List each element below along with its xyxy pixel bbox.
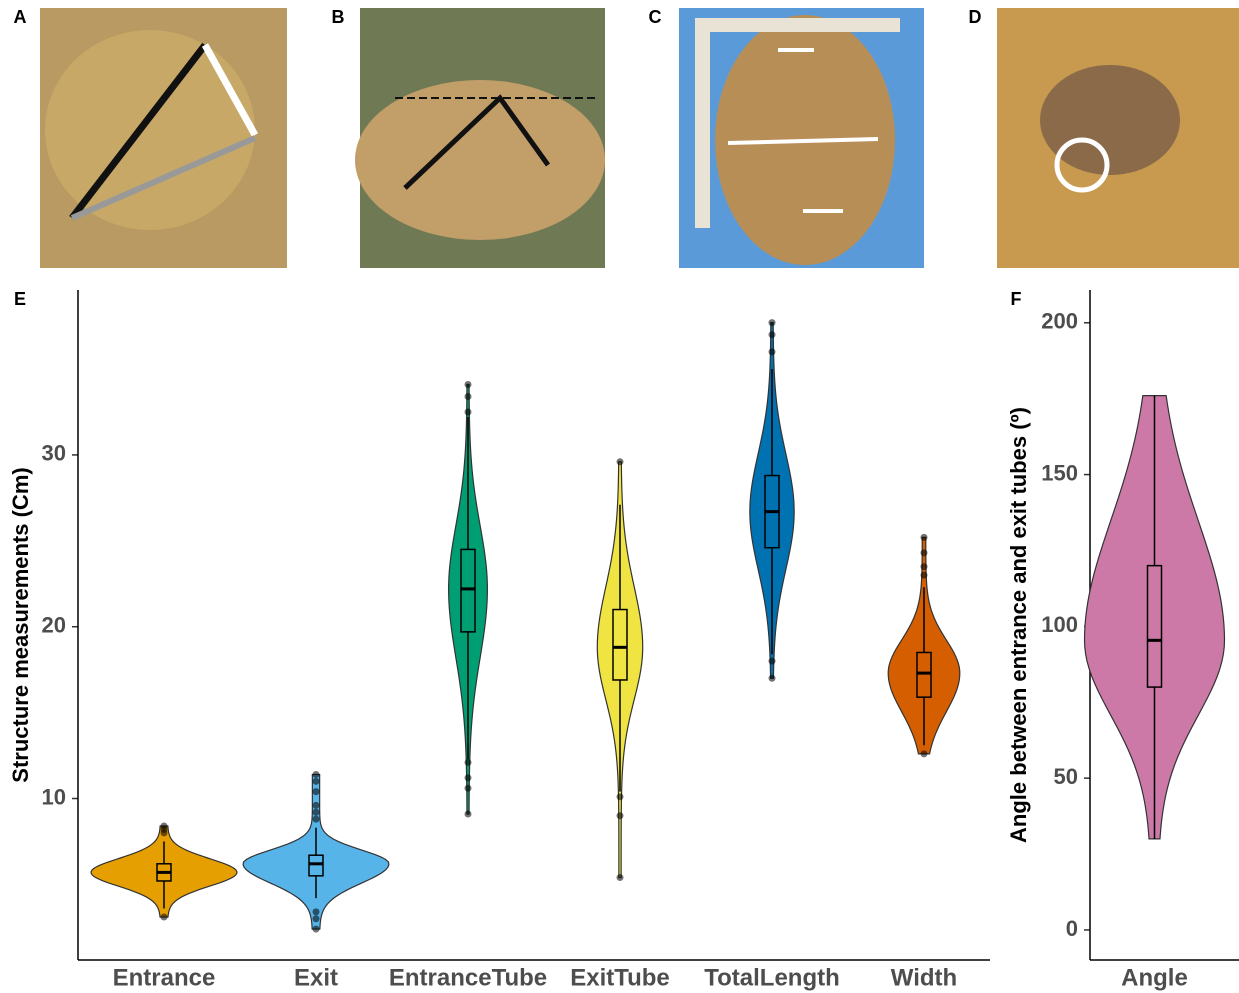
outlier <box>161 914 168 921</box>
x-tick-label: ExitTube <box>570 964 670 991</box>
y-tick-label: 10 <box>42 784 66 809</box>
outlier <box>313 778 320 785</box>
y-tick-label: 100 <box>1041 612 1078 637</box>
outlier <box>769 675 776 682</box>
outlier <box>313 802 320 809</box>
y-tick-label: 20 <box>42 613 66 638</box>
y-tick-label: 30 <box>42 441 66 466</box>
outlier <box>921 534 928 541</box>
outlier <box>921 572 928 579</box>
outlier <box>465 785 472 792</box>
photo-a <box>40 8 287 268</box>
photo-d <box>997 8 1239 268</box>
y-tick-label: 150 <box>1041 460 1078 485</box>
outlier <box>313 908 320 915</box>
outlier <box>161 823 168 830</box>
outlier <box>617 812 624 819</box>
panel-label: D <box>969 7 982 27</box>
outlier <box>769 658 776 665</box>
outlier <box>617 458 624 465</box>
x-tick-label: EntranceTube <box>389 964 547 991</box>
y-tick-label: 50 <box>1054 764 1078 789</box>
outlier <box>465 774 472 781</box>
y-tick-label: 200 <box>1041 309 1078 334</box>
x-tick-label: Width <box>891 964 957 991</box>
panel-label: E <box>14 289 26 309</box>
outlier <box>313 788 320 795</box>
outlier <box>313 915 320 922</box>
outlier <box>921 750 928 757</box>
y-axis-title: Angle between entrance and exit tubes (º… <box>1006 407 1031 843</box>
outlier <box>617 793 624 800</box>
outlier <box>465 408 472 415</box>
outlier <box>769 348 776 355</box>
panel-label: B <box>332 7 345 27</box>
x-tick-label: TotalLength <box>704 964 840 991</box>
outlier <box>465 759 472 766</box>
panel-label: C <box>649 7 662 27</box>
y-tick-label: 0 <box>1066 916 1078 941</box>
outlier <box>465 810 472 817</box>
panel-label: A <box>14 7 27 27</box>
outlier <box>313 816 320 823</box>
photo-b <box>355 8 605 268</box>
outlier <box>465 393 472 400</box>
outlier <box>313 771 320 778</box>
figure: A B C D E Structure measurements (Cm) 10 20 30 En… <box>0 0 1239 993</box>
outlier <box>313 926 320 933</box>
x-tick-label: Angle <box>1121 964 1188 991</box>
outlier <box>313 809 320 816</box>
y-axis-title: Structure measurements (Cm) <box>8 467 33 782</box>
outlier <box>769 319 776 326</box>
outlier <box>769 331 776 338</box>
outlier <box>921 563 928 570</box>
x-tick-label: Exit <box>294 964 338 991</box>
outlier <box>465 381 472 388</box>
outlier <box>921 549 928 556</box>
panel-label: F <box>1011 289 1022 309</box>
outlier <box>617 874 624 881</box>
photo-c <box>679 8 924 268</box>
x-tick-label: Entrance <box>113 964 216 991</box>
